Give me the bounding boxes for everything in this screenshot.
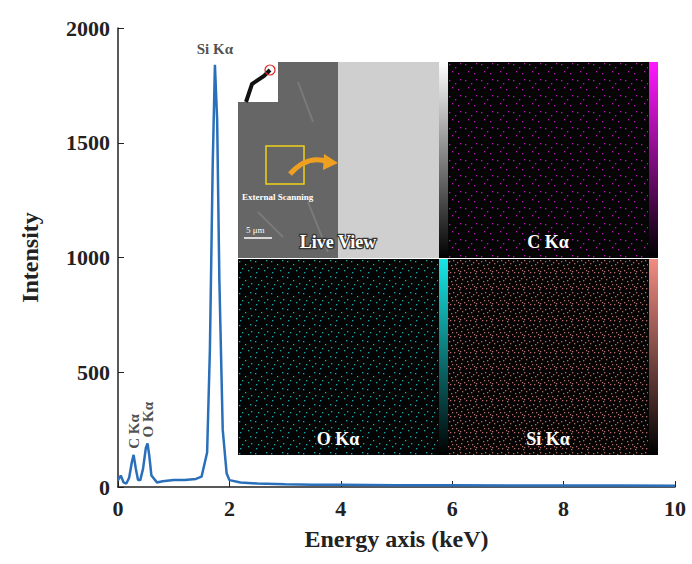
svg-text:4: 4 [335,496,346,521]
svg-text:2: 2 [224,496,235,521]
svg-text:Intensity: Intensity [17,212,43,303]
svg-text:500: 500 [77,360,110,385]
svg-text:0: 0 [113,496,124,521]
svg-text:C Kα: C Kα [125,414,142,449]
svg-text:2000: 2000 [66,16,110,41]
svg-text:0: 0 [99,475,110,500]
svg-text:Live View: Live View [300,232,377,252]
svg-text:1500: 1500 [66,130,110,155]
svg-text:8: 8 [558,496,569,521]
svg-text:Energy axis (keV): Energy axis (keV) [305,526,489,552]
svg-text:5 μm: 5 μm [246,225,265,235]
svg-text:C Kα: C Kα [527,232,569,252]
svg-text:Si Kα: Si Kα [526,429,570,449]
svg-text:10: 10 [664,496,686,521]
svg-text:O Kα: O Kα [317,429,360,449]
svg-text:6: 6 [447,496,458,521]
svg-text:1000: 1000 [66,245,110,270]
svg-text:O Kα: O Kα [140,401,156,437]
svg-text:External Scanning: External Scanning [242,192,314,202]
svg-text:Si Kα: Si Kα [197,41,234,57]
